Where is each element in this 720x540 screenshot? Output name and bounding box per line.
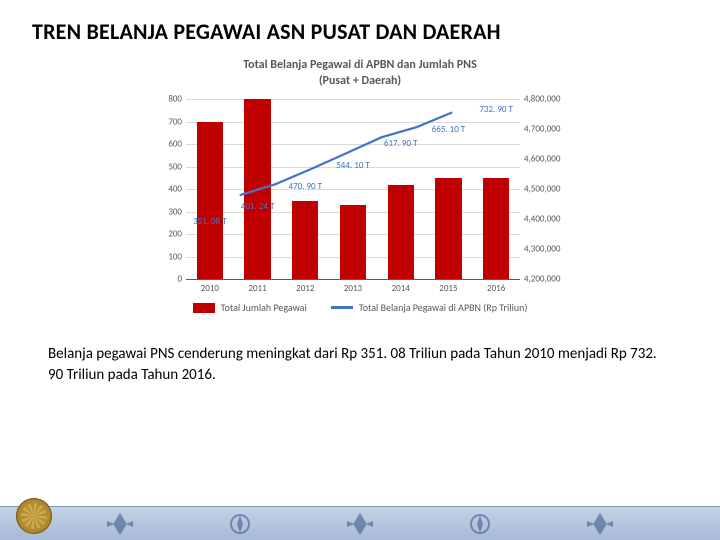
- x-tick: 2016: [476, 283, 516, 294]
- gridline: [186, 279, 520, 280]
- line-data-label: 401. 24 T: [241, 201, 275, 212]
- y-left-tick: 400: [150, 184, 182, 195]
- x-tick: 2013: [333, 283, 373, 294]
- y-right-tick: 4,500,000: [524, 184, 570, 195]
- footer-ornament-3: [345, 511, 375, 537]
- emblem-icon: [16, 498, 52, 534]
- x-tick: 2015: [428, 283, 468, 294]
- y-left-tick: 500: [150, 161, 182, 172]
- y-right-tick: 4,700,000: [524, 124, 570, 135]
- chart-title-line1: Total Belanja Pegawai di APBN dan Jumlah…: [243, 58, 476, 72]
- y-right-tick: 4,300,000: [524, 244, 570, 255]
- y-right-tick: 4,600,000: [524, 154, 570, 165]
- y-right-tick: 4,400,000: [524, 214, 570, 225]
- line-data-label: 665. 10 T: [432, 124, 466, 135]
- x-tick: 2014: [381, 283, 421, 294]
- footer-ornament-5: [585, 511, 615, 537]
- y-left-tick: 700: [150, 116, 182, 127]
- chart-legend: Total Jumlah Pegawai Total Belanja Pegaw…: [100, 301, 620, 314]
- bar: [197, 122, 223, 280]
- chart-title-line2: (Pusat + Daerah): [319, 74, 401, 88]
- y-left-tick: 800: [150, 94, 182, 105]
- legend-item-bar: Total Jumlah Pegawai: [193, 301, 307, 314]
- x-tick: 2011: [238, 283, 278, 294]
- y-right-tick: 4,800,000: [524, 94, 570, 105]
- x-tick: 2012: [285, 283, 325, 294]
- legend-swatch-line: [331, 306, 353, 309]
- line-data-label: 470. 90 T: [289, 181, 323, 192]
- bar: [483, 178, 509, 279]
- legend-label-bar: Total Jumlah Pegawai: [221, 301, 307, 314]
- y-left-tick: 200: [150, 229, 182, 240]
- chart-container: Total Belanja Pegawai di APBN dan Jumlah…: [100, 57, 620, 314]
- footer-ornament-4: [465, 511, 495, 537]
- page-title: TREN BELANJA PEGAWAI ASN PUSAT DAN DAERA…: [0, 0, 720, 49]
- y-left-tick: 600: [150, 139, 182, 150]
- y-left-tick: 300: [150, 206, 182, 217]
- footer-ornament-2: [225, 511, 255, 537]
- y-right-tick: 4,200,000: [524, 274, 570, 285]
- chart-title: Total Belanja Pegawai di APBN dan Jumlah…: [100, 57, 620, 89]
- footer-strip: [0, 506, 720, 540]
- legend-label-line: Total Belanja Pegawai di APBN (Rp Triliu…: [359, 301, 528, 314]
- line-data-label: 617. 90 T: [384, 138, 418, 149]
- legend-item-line: Total Belanja Pegawai di APBN (Rp Triliu…: [331, 301, 528, 314]
- line-data-label: 544. 10 T: [336, 160, 370, 171]
- footer-ornament-1: [105, 511, 135, 537]
- chart-plot-area: 01002003004005006007008004,200,0004,300,…: [150, 99, 570, 279]
- line-data-label: 351. 08 T: [193, 216, 227, 227]
- caption-text: Belanja pegawai PNS cenderung meningkat …: [0, 314, 720, 385]
- x-tick: 2010: [190, 283, 230, 294]
- line-data-label: 732. 90 T: [479, 104, 513, 115]
- bars-group: [186, 99, 520, 279]
- y-left-tick: 0: [150, 274, 182, 285]
- legend-swatch-bar: [193, 303, 215, 313]
- y-left-tick: 100: [150, 251, 182, 262]
